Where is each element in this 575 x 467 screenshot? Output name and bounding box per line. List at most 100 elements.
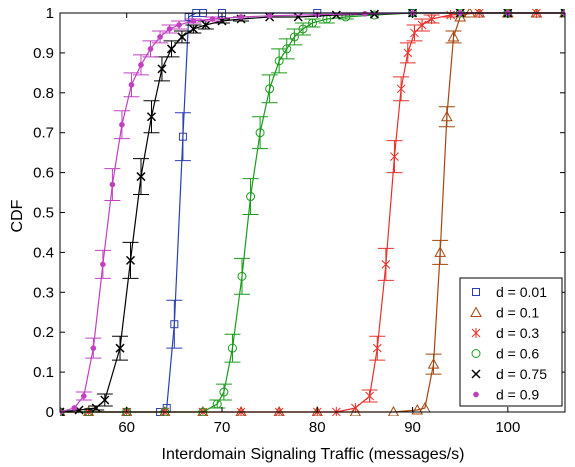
y-tick-label: 0.1 [33,364,54,381]
data-point [125,255,136,265]
data-point [289,32,299,42]
data-point [71,405,78,411]
data-point [266,12,273,19]
data-point [381,259,391,270]
data-point [440,110,453,122]
error-bar [432,239,449,265]
data-point [109,181,116,188]
error-bar [224,333,241,363]
data-point [136,172,146,182]
legend-label: d = 0.75 [496,366,547,382]
error-bar [271,48,288,74]
error-bar [261,74,278,104]
data-point [100,261,106,268]
y-tick-label: 0.6 [33,165,54,182]
y-tick-label: 0 [46,404,54,421]
data-point [434,246,447,257]
y-tick-label: 0.5 [33,205,54,222]
data-point [298,24,308,34]
legend: d = 0.01 d = 0.1 d = 0.3 d = 0.6 d = 0.75 d =… [459,277,563,407]
legend-marker [473,391,479,398]
data-point [411,403,424,415]
y-tick-label: 0.8 [33,85,54,102]
data-point [255,128,265,138]
data-point [560,9,565,18]
legend-label: d = 0.9 [496,387,539,403]
error-bar [278,38,295,60]
legend-label: d = 0.6 [496,346,539,362]
data-point [446,9,456,20]
data-point [147,46,154,52]
data-point [365,391,375,402]
y-tick-label: 0.2 [33,324,54,341]
data-point [447,30,460,42]
data-point [396,83,406,94]
data-point [427,13,436,24]
data-point [100,395,110,405]
data-point [138,62,144,68]
data-point [176,22,182,28]
y-tick-label: 0.4 [33,244,54,261]
data-point [157,34,163,40]
data-point [188,24,198,34]
data-point [237,271,247,281]
data-point [170,320,179,329]
data-point [166,26,173,32]
y-tick-label: 0.3 [33,284,54,301]
error-bar [166,299,183,349]
x-tick-label: 90 [404,419,421,436]
data-point [157,64,167,74]
data-point [128,81,135,88]
data-point [246,192,256,202]
data-point [308,18,317,28]
error-bar [252,116,269,150]
data-point [177,32,187,42]
data-point [427,358,440,369]
data-point [201,20,211,30]
data-point [119,121,125,128]
y-tick-label: 0.9 [33,45,54,62]
data-point [146,112,157,122]
data-point [282,44,292,54]
error-bar [438,106,455,128]
axes-layer: 60 70 80 90 100 0 0.1 0.2 0.3 0.4 0.5 0.6 0.7 0.8 0.9 1 [33,5,566,436]
legend-marker [470,306,482,317]
legend-marker [471,328,481,338]
y-tick-label: 1 [46,5,54,22]
legend-label: d = 0.3 [496,325,539,341]
legend-box [459,277,563,407]
data-point [212,399,222,409]
data-point [227,343,237,353]
data-point [293,12,303,22]
data-point [60,407,65,416]
data-point [115,343,125,353]
data-point [372,343,382,354]
x-tick-label: 80 [309,419,326,436]
data-point [80,393,87,399]
data-point [403,47,413,58]
x-tick-label: 60 [118,419,135,436]
error-bar [286,28,303,46]
data-point [238,14,244,20]
y-tick-label: 0.7 [33,125,54,142]
x-tick-label: 100 [495,419,520,436]
data-point [90,345,97,352]
data-point [190,18,197,24]
y-axis-label: CDF [9,199,26,232]
legend-label: d = 0.1 [496,305,539,321]
data-point [219,387,229,397]
data-point [410,27,419,38]
error-bar [174,112,191,162]
data-point [274,56,284,66]
legend-marker [471,349,481,358]
x-axis-label: Interdomain Signaling Traffic (messages/… [162,446,465,463]
data-point [91,403,101,413]
legend-label: d = 0.01 [496,284,547,300]
data-point [362,10,368,17]
legend-marker [472,288,480,296]
error-bar [425,353,442,375]
data-point [166,44,177,54]
data-point [369,10,379,20]
legend-marker [471,369,481,379]
